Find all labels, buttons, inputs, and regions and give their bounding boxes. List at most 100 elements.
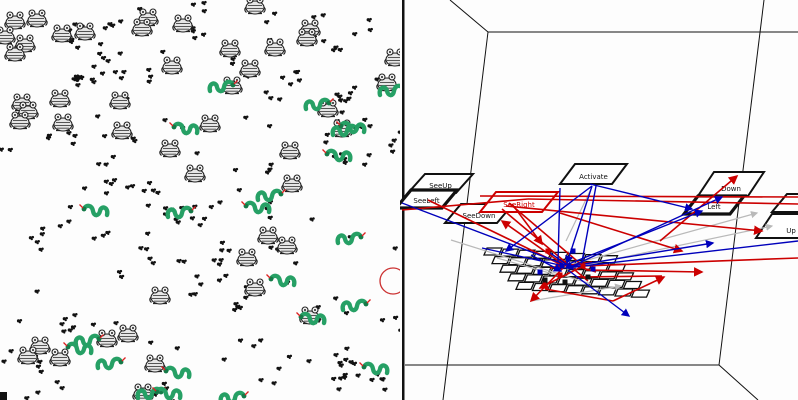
node-plate-activate[interactable]: Activate (558, 163, 629, 185)
world-canvas[interactable] (0, 0, 400, 400)
frog-sprite[interactable] (264, 38, 286, 57)
frog-sprite[interactable] (276, 236, 298, 255)
fly-sprite (112, 69, 119, 75)
fly-sprite (147, 256, 153, 261)
fly-sprite (367, 124, 373, 129)
hidden-unit-cell[interactable] (630, 289, 651, 298)
node-plate-left[interactable]: Left (680, 194, 748, 216)
fly-sprite (388, 143, 394, 148)
fly-sprite (57, 224, 63, 229)
snake-sprite[interactable] (170, 123, 198, 134)
hidden-unit-cell[interactable] (523, 274, 544, 283)
fly-sprite (34, 239, 40, 245)
hidden-unit-cell[interactable] (598, 271, 618, 280)
fly-sprite (118, 76, 125, 81)
snake-sprite[interactable] (98, 358, 126, 369)
frog-sprite[interactable] (52, 113, 74, 132)
fly-sprite (176, 258, 182, 264)
fly-sprite (105, 230, 111, 235)
hidden-unit-cell[interactable] (499, 264, 519, 273)
frog-sprite[interactable] (244, 0, 266, 15)
brain-view-panel[interactable]: SeeUp SeeLeft SeeDown SeeRight Activate Down L… (400, 0, 798, 400)
fly-sprite (75, 83, 81, 88)
hidden-unit-grid[interactable] (483, 247, 651, 298)
frog-sprite[interactable] (111, 121, 133, 140)
fly-sprite (296, 78, 303, 83)
fly-sprite (309, 217, 315, 222)
world-view-panel[interactable] (0, 0, 400, 400)
node-plate-down[interactable]: Down (696, 171, 766, 197)
fly-sprite (201, 9, 207, 14)
frog-sprite[interactable] (109, 91, 131, 110)
frog-sprite[interactable] (51, 24, 73, 43)
fly-sprite (258, 377, 264, 383)
fly-sprite (201, 216, 208, 221)
fly-sprite (286, 354, 293, 359)
fly-sprite (276, 366, 282, 371)
frog-sprite[interactable] (239, 59, 261, 78)
frog-sprite[interactable] (257, 226, 279, 245)
frog-sprite[interactable] (159, 139, 181, 158)
fly-sprite (102, 26, 108, 31)
fly-sprite (118, 19, 124, 24)
node-plate-seeright[interactable]: SeeRight (477, 191, 561, 213)
fly-sprite (105, 58, 111, 64)
node-plate-up[interactable]: Up (754, 213, 798, 239)
frog-sprite[interactable] (161, 56, 183, 75)
snake-sprite[interactable] (258, 190, 286, 201)
fly-sprite (103, 162, 109, 167)
fly-sprite (1, 359, 7, 364)
frog-sprite[interactable] (4, 11, 26, 30)
node-label: Down (721, 185, 741, 193)
fly-sprite (162, 118, 168, 123)
fly-sprite (391, 138, 397, 143)
fly-sprite (141, 188, 147, 194)
hidden-unit-cell[interactable] (564, 285, 585, 294)
fly-sprite (0, 147, 4, 152)
frog-sprite[interactable] (49, 89, 71, 108)
fly-swarm (0, 0, 400, 400)
snake-sprite[interactable] (267, 275, 295, 286)
fly-sprite (70, 141, 76, 146)
frog-sprite[interactable] (74, 22, 96, 41)
fly-sprite (268, 245, 274, 250)
node-label: SeeDown (463, 212, 496, 220)
frog-sprite[interactable] (236, 248, 258, 267)
hidden-unit-cell[interactable] (515, 281, 535, 291)
snake-sprite[interactable] (80, 205, 108, 216)
fly-sprite (321, 38, 327, 44)
fly-sprite (144, 247, 150, 252)
fly-sprite (337, 94, 343, 99)
brain-canvas[interactable]: SeeUp SeeLeft SeeDown SeeRight Activate Down L… (400, 0, 798, 400)
node-plate-seeleft[interactable]: SeeLeft (400, 188, 461, 210)
frog-sprite[interactable] (149, 286, 171, 305)
frog-sprite[interactable] (17, 346, 39, 365)
frog-sprite[interactable] (184, 164, 206, 183)
frog-sprite[interactable] (49, 348, 71, 367)
fly-sprite (331, 376, 337, 382)
fly-sprite (197, 222, 203, 228)
frog-sprite[interactable] (172, 14, 194, 33)
frog-sprite[interactable] (117, 324, 139, 343)
snake-sprite[interactable] (360, 363, 388, 374)
frog-sprite[interactable] (26, 9, 48, 28)
frog-sprite[interactable] (244, 278, 266, 297)
frog-sprite[interactable] (144, 354, 166, 373)
hidden-unit-cell[interactable] (622, 280, 643, 290)
snake-sprite[interactable] (221, 392, 249, 400)
frog-sprite[interactable] (279, 141, 301, 160)
frog-sprite[interactable] (219, 39, 241, 58)
fly-sprite (362, 117, 368, 122)
fly-sprite (59, 385, 65, 391)
snake-sprite[interactable] (343, 300, 371, 311)
snake-sprite[interactable] (242, 202, 270, 213)
frog-sprite[interactable] (384, 48, 400, 67)
hidden-unit-cell[interactable] (589, 278, 610, 287)
frog-sprite[interactable] (199, 114, 221, 133)
snake-sprite[interactable] (338, 233, 366, 244)
snake-sprite[interactable] (162, 367, 190, 378)
hidden-unit-cell[interactable] (507, 273, 527, 282)
fly-sprite (333, 352, 339, 358)
frog-sprite[interactable] (0, 26, 16, 45)
fly-sprite (61, 329, 67, 334)
